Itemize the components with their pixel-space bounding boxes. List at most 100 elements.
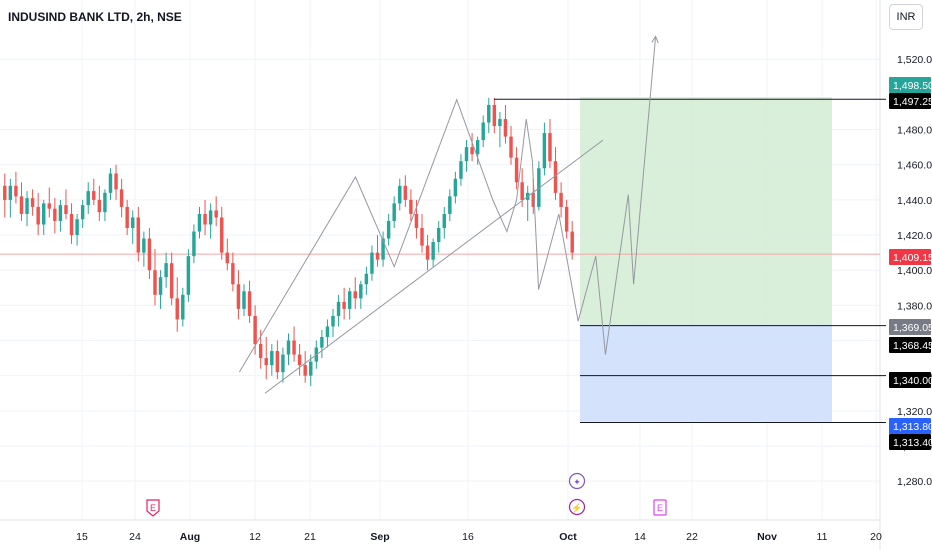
candle	[175, 277, 179, 332]
candle	[53, 198, 57, 234]
candle	[136, 206, 141, 262]
projection-arrowhead	[651, 35, 659, 44]
candle	[347, 287, 352, 320]
candle-body	[3, 185, 7, 200]
time-axis[interactable]: 15 24 Aug 12 21 Sep 16 Oct 14 22 Nov 11 20	[76, 531, 882, 543]
price-label-box: 1,409.15	[889, 249, 932, 265]
trendline	[264, 139, 604, 394]
candle	[420, 213, 424, 253]
time-tick-label: 21	[304, 531, 316, 543]
candle	[47, 187, 52, 218]
candle-body	[242, 291, 246, 309]
candle	[242, 284, 246, 316]
price-label-text: 1,368.45	[893, 340, 932, 352]
candle	[487, 97, 491, 134]
price-tick-label: 1,280.00	[897, 476, 932, 488]
candle-body	[208, 210, 213, 225]
candle-body	[425, 245, 430, 260]
earnings-marker-aug: E	[146, 499, 160, 517]
split-marker: ⚡	[568, 498, 586, 516]
candle-body	[431, 242, 435, 260]
candle-body	[97, 199, 102, 213]
candle	[542, 122, 547, 176]
candle-body	[214, 210, 218, 218]
candle-body	[220, 217, 224, 253]
candle-body	[409, 199, 413, 214]
candle-body	[192, 231, 196, 257]
price-label-box: 1,498.50	[889, 77, 932, 93]
candle-body	[498, 119, 502, 127]
candle-body	[548, 133, 552, 162]
candle	[36, 192, 40, 236]
candle	[125, 199, 129, 236]
candle	[503, 104, 508, 144]
candle	[470, 133, 474, 162]
currency-button[interactable]: INR	[889, 4, 923, 30]
candle	[58, 199, 63, 232]
swing-zigzag	[238, 98, 533, 373]
time-tick-label: Aug	[180, 531, 200, 543]
price-tick-label: 1,380.00	[897, 300, 932, 312]
candle-body	[108, 173, 113, 193]
candle-body	[448, 196, 452, 214]
candle-body	[25, 198, 29, 214]
price-label-bg	[889, 434, 931, 450]
split-icon-label: ⚡	[571, 502, 582, 514]
candle-body	[69, 213, 74, 236]
candle	[192, 224, 196, 264]
candle-body	[75, 219, 79, 236]
candle-body	[92, 191, 96, 200]
candle-body	[320, 337, 324, 348]
event-markers[interactable]: E E ✦ ⚡	[146, 472, 667, 517]
candle-body	[175, 298, 179, 320]
candle-body	[231, 263, 235, 285]
candle	[325, 319, 330, 348]
candle-body	[258, 344, 263, 359]
candle-body	[398, 185, 402, 204]
candle	[442, 206, 446, 239]
candle-body	[64, 205, 68, 214]
candle	[375, 235, 380, 267]
candle-body	[125, 206, 129, 229]
candle	[80, 199, 85, 229]
projection-path	[531, 36, 657, 355]
candle	[3, 173, 7, 218]
candle	[142, 231, 146, 267]
price-axis[interactable]: 1,280.001,300.001,320.001,340.001,360.00…	[889, 54, 932, 488]
candle	[464, 140, 469, 172]
candle-body	[30, 198, 35, 207]
time-tick-label: 20	[870, 531, 882, 543]
candle	[25, 191, 29, 227]
candle-body	[470, 147, 474, 155]
earnings-icon-label: E	[150, 503, 156, 513]
candle-body	[464, 147, 469, 162]
candle-body	[47, 203, 52, 209]
candle-body	[375, 252, 380, 260]
candle	[181, 287, 185, 327]
candle	[303, 351, 307, 383]
candle	[158, 270, 163, 309]
candle-body	[325, 326, 330, 338]
candle-body	[253, 315, 257, 345]
candle-body	[331, 315, 335, 327]
candle	[498, 111, 502, 148]
candle	[475, 136, 480, 165]
candle-body	[559, 192, 563, 207]
candle-body	[553, 161, 558, 193]
candle-body	[8, 185, 13, 200]
candle-body	[58, 205, 63, 221]
candle	[459, 154, 463, 186]
candle-body	[386, 220, 391, 239]
candle	[553, 147, 558, 200]
candlestick-series	[3, 97, 574, 387]
candle	[297, 344, 302, 376]
candle-body	[481, 122, 485, 141]
candle	[220, 206, 224, 260]
candle	[336, 294, 341, 327]
candle-body	[181, 294, 185, 320]
candle	[331, 308, 335, 338]
candle-body	[36, 206, 40, 225]
candle-body	[475, 140, 480, 155]
candle-body	[359, 284, 363, 299]
